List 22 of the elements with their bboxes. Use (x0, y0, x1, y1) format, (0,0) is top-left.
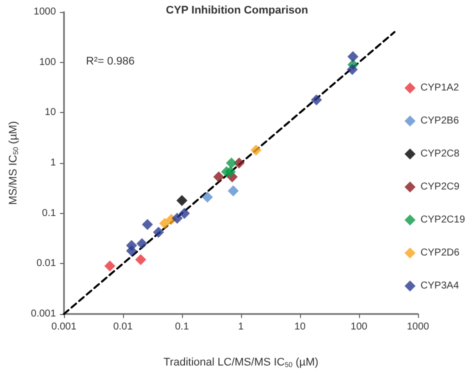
legend-label: CYP2D6 (420, 248, 460, 258)
x-tick-label: 0.01 (113, 322, 134, 332)
legend-label: CYP2C19 (420, 214, 466, 226)
x-tick-label: 10 (294, 322, 306, 332)
y-tick-label: 1000 (34, 6, 56, 18)
y-tick-label: 0.1 (42, 208, 56, 219)
annotation: R²= 0.986 (86, 56, 135, 68)
y-tick-label: 100 (39, 56, 56, 68)
x-tick-label: 1000 (406, 322, 430, 332)
x-tick-label: 0.1 (174, 322, 190, 332)
legend-label: CYP2B6 (420, 116, 460, 126)
y-tick-label: 0.001 (30, 308, 56, 320)
legend-label: CYP3A4 (420, 280, 460, 292)
y-tick-label: 0.01 (36, 258, 56, 270)
legend-label: CYP2C9 (420, 182, 460, 192)
chart-title: CYP Inhibition Comparison (166, 4, 308, 16)
x-tick-label: 100 (350, 322, 368, 332)
legend-label: CYP1A2 (420, 82, 460, 94)
y-tick-label: 1 (50, 158, 56, 168)
legend-label: CYP2C8 (420, 148, 460, 160)
x-tick-label: 1 (238, 322, 244, 332)
y-tick-label: 10 (44, 107, 56, 118)
